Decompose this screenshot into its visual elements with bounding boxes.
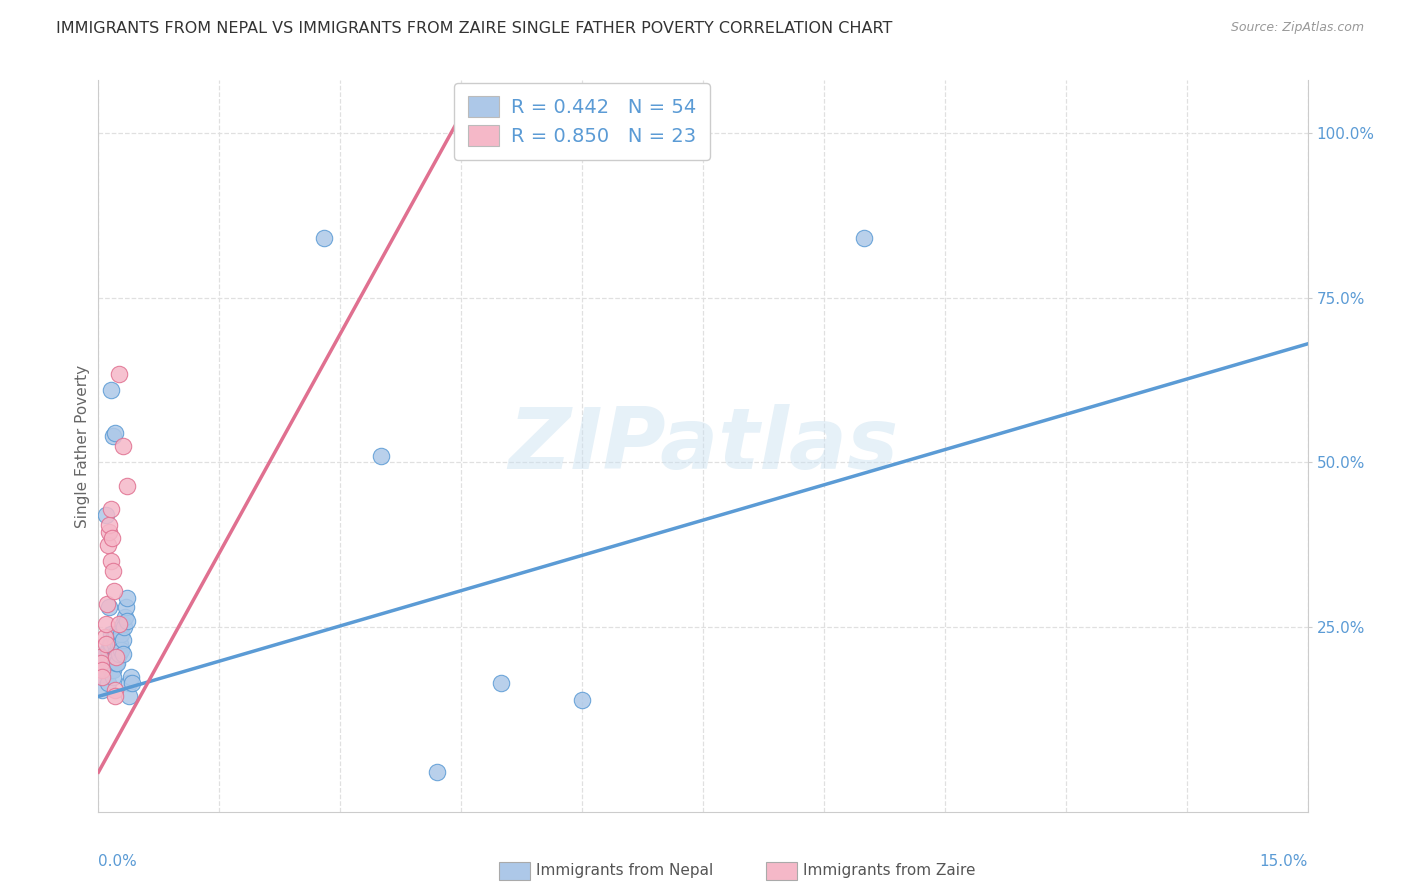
Point: [118, 690, 141, 704]
Point: [105, 657, 128, 671]
Point: [491, 676, 513, 690]
Point: [101, 429, 124, 443]
Point: [96, 508, 118, 523]
Point: [101, 663, 124, 677]
Point: [100, 554, 122, 568]
Text: Immigrants from Zaire: Immigrants from Zaire: [803, 863, 976, 878]
Point: [100, 627, 122, 641]
Point: [101, 531, 124, 545]
Point: [120, 670, 142, 684]
Point: [90, 670, 112, 684]
Point: [370, 449, 392, 463]
Point: [103, 682, 125, 697]
Point: [108, 633, 131, 648]
Point: [104, 653, 127, 667]
Y-axis label: Single Father Poverty: Single Father Poverty: [75, 365, 90, 527]
Point: [96, 616, 118, 631]
Point: [117, 614, 139, 628]
Text: 15.0%: 15.0%: [1260, 854, 1308, 869]
Point: [97, 538, 120, 552]
Point: [100, 637, 122, 651]
Point: [91, 670, 114, 684]
Point: [104, 649, 127, 664]
Point: [103, 425, 125, 440]
Point: [114, 610, 136, 624]
Point: [97, 676, 120, 690]
Point: [111, 633, 134, 648]
Point: [105, 627, 128, 641]
Point: [115, 478, 138, 492]
Point: [89, 649, 111, 664]
Point: [105, 649, 128, 664]
Point: [91, 682, 114, 697]
Point: [118, 676, 141, 690]
Point: [94, 663, 117, 677]
Point: [112, 620, 135, 634]
Point: [107, 616, 129, 631]
Point: [111, 439, 134, 453]
Point: [103, 584, 125, 599]
Text: 0.0%: 0.0%: [98, 854, 138, 869]
Point: [96, 649, 118, 664]
Point: [107, 643, 129, 657]
Point: [94, 637, 117, 651]
Point: [96, 647, 118, 661]
Point: [853, 231, 876, 245]
Point: [103, 647, 125, 661]
Point: [100, 501, 122, 516]
Point: [121, 676, 143, 690]
Point: [97, 518, 120, 533]
Text: IMMIGRANTS FROM NEPAL VS IMMIGRANTS FROM ZAIRE SINGLE FATHER POVERTY CORRELATION: IMMIGRANTS FROM NEPAL VS IMMIGRANTS FROM…: [56, 21, 893, 36]
Point: [571, 692, 593, 706]
Point: [107, 640, 129, 654]
Text: ZIPatlas: ZIPatlas: [508, 404, 898, 488]
Point: [108, 367, 131, 381]
Point: [107, 647, 129, 661]
Point: [96, 597, 118, 611]
Point: [110, 643, 132, 657]
Point: [103, 637, 125, 651]
Point: [103, 630, 125, 644]
Point: [111, 647, 134, 661]
Point: [104, 690, 127, 704]
Text: Immigrants from Nepal: Immigrants from Nepal: [536, 863, 713, 878]
Point: [97, 643, 120, 657]
Point: [90, 657, 112, 671]
Point: [114, 600, 136, 615]
Point: [426, 765, 449, 780]
Point: [90, 663, 112, 677]
Point: [97, 600, 120, 615]
Point: [108, 637, 131, 651]
Point: [105, 657, 128, 671]
Point: [101, 653, 124, 667]
Legend: R = 0.442   N = 54, R = 0.850   N = 23: R = 0.442 N = 54, R = 0.850 N = 23: [454, 83, 710, 160]
Point: [110, 627, 132, 641]
Point: [101, 564, 124, 578]
Point: [94, 630, 117, 644]
Point: [115, 591, 138, 605]
Point: [101, 670, 124, 684]
Point: [100, 383, 122, 397]
Point: [314, 231, 336, 245]
Point: [112, 616, 135, 631]
Point: [98, 637, 121, 651]
Point: [100, 663, 122, 677]
Point: [97, 524, 120, 539]
Point: [89, 657, 111, 671]
Point: [90, 649, 112, 664]
Text: Source: ZipAtlas.com: Source: ZipAtlas.com: [1230, 21, 1364, 34]
